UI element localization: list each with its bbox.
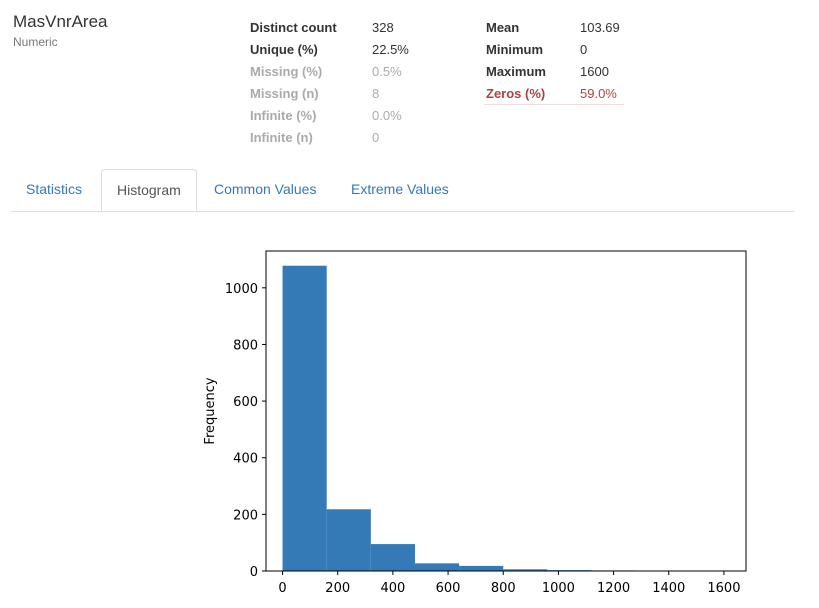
y-tick-label: 200 (233, 508, 258, 523)
tab-histogram[interactable]: Histogram (101, 169, 197, 211)
stat-label: Maximum (486, 64, 546, 79)
histogram-bar (326, 509, 371, 571)
x-tick-label: 600 (436, 581, 461, 596)
stat-value: 22.5% (372, 42, 409, 57)
x-tick-label: 1000 (542, 581, 575, 596)
plot-frame (265, 250, 747, 572)
stat-value: 0 (580, 42, 588, 57)
tab-common-values[interactable]: Common Values (214, 181, 317, 197)
x-tick-label: 800 (491, 581, 516, 596)
stat-value: 103.69 (580, 20, 620, 35)
x-tick-label: 1600 (707, 581, 740, 596)
stats-table-left: Distinct count 328 Unique (%) 22.5% Miss… (250, 17, 450, 149)
stat-label: Missing (n) (250, 86, 319, 101)
histogram-bar (459, 565, 504, 571)
stat-row: Distinct count 328 (250, 17, 450, 39)
y-tick-label: 1000 (225, 282, 258, 297)
stats-table-right: Mean 103.69 Minimum 0 Maximum 1600 Zeros… (484, 17, 626, 105)
histogram-bar (282, 265, 327, 571)
stat-label: Missing (%) (250, 64, 323, 79)
variable-type: Numeric (13, 35, 58, 49)
stat-row: Minimum 0 (486, 39, 626, 61)
y-tick-label: 600 (233, 395, 258, 410)
y-tick-label: 800 (233, 338, 258, 353)
stat-value: 0.0% (372, 108, 402, 123)
x-tick-label: 200 (325, 581, 350, 596)
stat-value: 59.0% (580, 86, 617, 101)
stat-value: 328 (372, 20, 394, 35)
histogram-bar (503, 569, 548, 571)
stat-label: Unique (%) (250, 42, 318, 57)
stat-label: Infinite (n) (250, 130, 313, 145)
stat-label: Minimum (486, 42, 544, 57)
stat-row: Mean 103.69 (486, 17, 626, 39)
tab-extreme-values[interactable]: Extreme Values (351, 181, 449, 197)
y-tick-label: 0 (250, 565, 258, 580)
stat-label: Infinite (%) (250, 108, 317, 123)
stat-label: Mean (486, 20, 520, 35)
stat-row: Infinite (n) 0 (250, 127, 450, 149)
x-tick-label: 1200 (597, 581, 630, 596)
stat-row: Missing (%) 0.5% (250, 61, 450, 83)
stat-value: 0.5% (372, 64, 402, 79)
x-tick-label: 1400 (652, 581, 685, 596)
stat-row: Maximum 1600 (486, 61, 626, 83)
x-tick-label: 0 (278, 581, 286, 596)
histogram-bar (370, 544, 415, 571)
stat-label: Zeros (%) (486, 86, 546, 101)
y-tick-label: 400 (233, 452, 258, 467)
y-axis-label: Frequency (203, 377, 218, 444)
tab-statistics[interactable]: Statistics (26, 181, 83, 197)
stat-value: 1600 (580, 64, 609, 79)
stat-value: 8 (372, 86, 380, 101)
stat-row-alert: Zeros (%) 59.0% (484, 83, 626, 105)
alert-underline (484, 104, 624, 105)
x-tick-label: 400 (380, 581, 405, 596)
stat-value: 0 (372, 130, 380, 145)
stat-row: Missing (n) 8 (250, 83, 450, 105)
variable-name: MasVnrArea (13, 12, 108, 31)
histogram-bar (414, 563, 460, 571)
stat-label: Distinct count (250, 20, 337, 35)
stat-row: Unique (%) 22.5% (250, 39, 450, 61)
stat-row: Infinite (%) 0.0% (250, 105, 450, 127)
tab-bar: Statistics Histogram Common Values Extre… (11, 169, 794, 212)
